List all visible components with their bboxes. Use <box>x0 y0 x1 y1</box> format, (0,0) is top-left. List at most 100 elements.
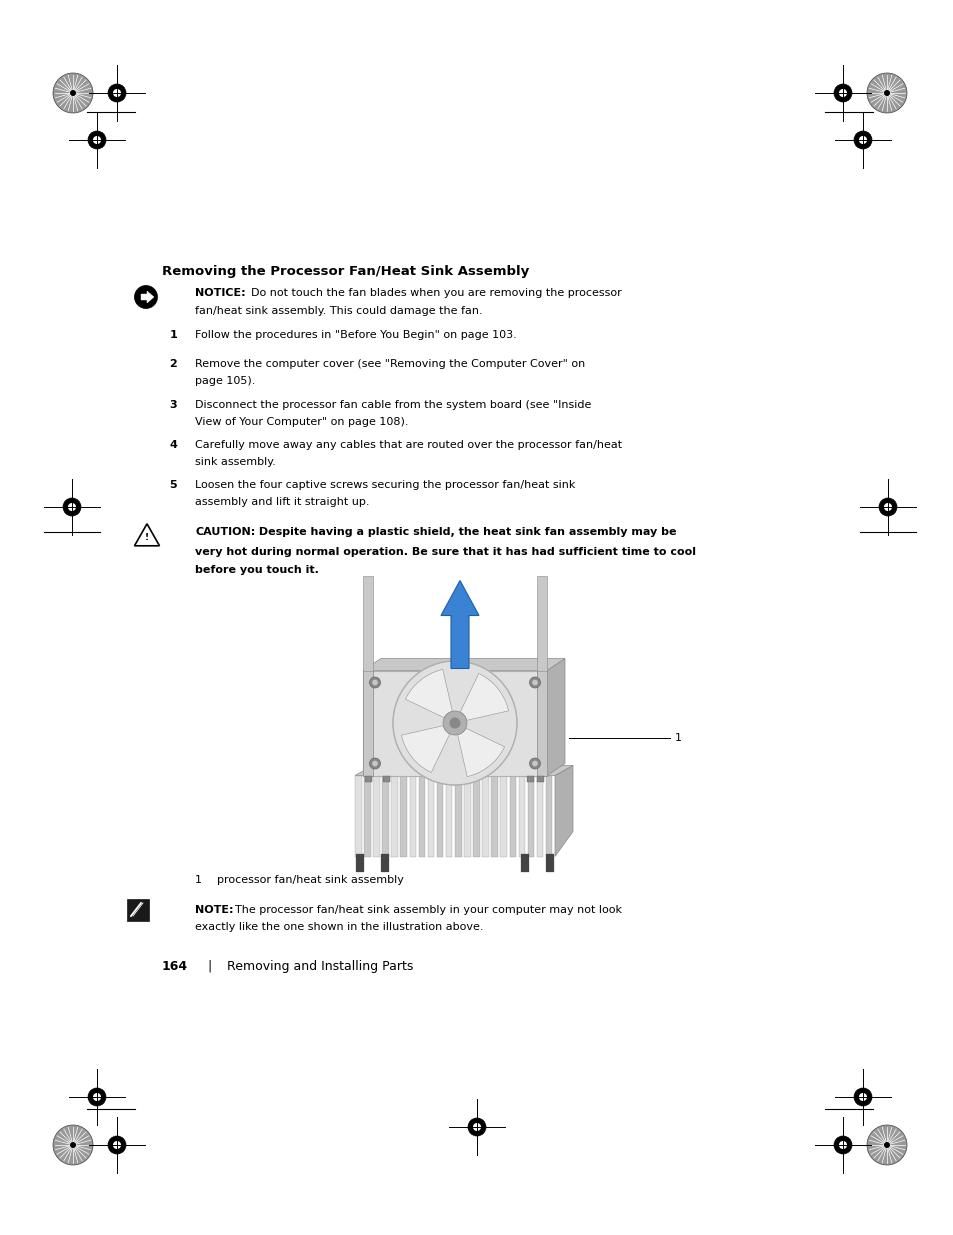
Bar <box>526 776 534 782</box>
Text: sink assembly.: sink assembly. <box>194 457 275 467</box>
Circle shape <box>112 1141 121 1149</box>
Text: Carefully move away any cables that are routed over the processor fan/heat: Carefully move away any cables that are … <box>194 440 621 450</box>
Bar <box>537 776 543 857</box>
Circle shape <box>883 503 891 511</box>
Circle shape <box>858 136 866 144</box>
Bar <box>363 671 546 776</box>
Circle shape <box>393 661 517 785</box>
Text: Follow the procedures in "Before You Begin" on page 103.: Follow the procedures in "Before You Beg… <box>194 330 517 340</box>
Circle shape <box>53 73 92 112</box>
Circle shape <box>369 758 380 769</box>
Bar <box>365 776 372 782</box>
Bar <box>364 776 371 857</box>
Circle shape <box>53 1125 92 1165</box>
Circle shape <box>70 90 76 96</box>
Text: assembly and lift it straight up.: assembly and lift it straight up. <box>194 496 369 508</box>
Polygon shape <box>459 673 508 720</box>
Circle shape <box>833 1136 851 1153</box>
Bar <box>409 776 416 857</box>
Circle shape <box>108 1136 126 1153</box>
Text: Disconnect the processor fan cable from the system board (see "Inside: Disconnect the processor fan cable from … <box>194 400 591 410</box>
Bar <box>382 776 389 857</box>
Bar <box>491 776 497 857</box>
Bar <box>427 776 434 857</box>
Bar <box>373 776 379 857</box>
Text: View of Your Computer" on page 108).: View of Your Computer" on page 108). <box>194 417 408 427</box>
Bar <box>537 671 546 776</box>
Bar <box>520 853 529 872</box>
Polygon shape <box>363 658 564 671</box>
Circle shape <box>468 1118 485 1136</box>
Text: 5: 5 <box>170 480 177 490</box>
Circle shape <box>134 285 157 309</box>
Circle shape <box>883 90 889 96</box>
Circle shape <box>473 1123 480 1131</box>
Bar <box>400 776 407 857</box>
Bar <box>527 776 534 857</box>
Circle shape <box>883 1142 889 1149</box>
Text: very hot during normal operation. Be sure that it has had sufficient time to coo: very hot during normal operation. Be sur… <box>194 547 696 557</box>
Text: !: ! <box>145 534 149 542</box>
Text: 2: 2 <box>169 359 177 369</box>
Text: 4: 4 <box>169 440 177 450</box>
Text: fan/heat sink assembly. This could damage the fan.: fan/heat sink assembly. This could damag… <box>194 306 482 316</box>
Bar <box>363 671 373 776</box>
Text: Loosen the four captive screws securing the processor fan/heat sink: Loosen the four captive screws securing … <box>194 480 575 490</box>
Circle shape <box>858 1093 866 1102</box>
Circle shape <box>838 89 846 98</box>
Circle shape <box>442 711 467 735</box>
Circle shape <box>529 758 540 769</box>
Polygon shape <box>141 291 153 303</box>
Text: 1: 1 <box>194 876 202 885</box>
Text: Removing the Processor Fan/Heat Sink Assembly: Removing the Processor Fan/Heat Sink Ass… <box>162 266 529 278</box>
Bar <box>127 899 149 921</box>
Circle shape <box>838 1141 846 1149</box>
Text: Despite having a plastic shield, the heat sink fan assembly may be: Despite having a plastic shield, the hea… <box>254 527 676 537</box>
Circle shape <box>853 1088 871 1107</box>
Text: Remove the computer cover (see "Removing the Computer Cover" on: Remove the computer cover (see "Removing… <box>194 359 584 369</box>
Bar <box>509 776 516 857</box>
Bar <box>463 776 470 857</box>
Bar <box>382 776 390 782</box>
Text: 1: 1 <box>675 734 681 743</box>
Bar <box>537 576 546 680</box>
Bar <box>537 671 546 776</box>
Circle shape <box>866 73 906 112</box>
Polygon shape <box>401 726 449 773</box>
Bar <box>482 776 488 857</box>
Circle shape <box>88 131 106 149</box>
Bar <box>355 853 364 872</box>
Text: NOTE:: NOTE: <box>194 905 233 915</box>
Text: The processor fan/heat sink assembly in your computer may not look: The processor fan/heat sink assembly in … <box>234 905 621 915</box>
Circle shape <box>92 136 101 144</box>
Circle shape <box>532 679 537 685</box>
Text: exactly like the one shown in the illustration above.: exactly like the one shown in the illust… <box>194 923 483 932</box>
Bar <box>391 776 397 857</box>
Text: page 105).: page 105). <box>194 375 255 387</box>
Bar <box>436 776 443 857</box>
Bar <box>445 776 452 857</box>
Bar <box>518 776 525 857</box>
Circle shape <box>866 1125 906 1165</box>
Circle shape <box>532 761 537 766</box>
Circle shape <box>92 1093 101 1102</box>
Polygon shape <box>355 766 573 776</box>
Circle shape <box>68 503 76 511</box>
Bar <box>363 576 373 680</box>
Polygon shape <box>457 729 504 777</box>
Circle shape <box>833 84 851 103</box>
Circle shape <box>108 84 126 103</box>
Bar <box>380 853 389 872</box>
Bar <box>455 776 461 857</box>
Circle shape <box>853 131 871 149</box>
Bar <box>545 776 552 857</box>
Text: Do not touch the fan blades when you are removing the processor: Do not touch the fan blades when you are… <box>251 288 621 298</box>
Bar <box>355 776 361 857</box>
Text: |: | <box>207 960 211 973</box>
Circle shape <box>112 89 121 98</box>
Polygon shape <box>555 766 573 857</box>
Text: NOTICE:: NOTICE: <box>194 288 245 298</box>
Text: 1: 1 <box>169 330 177 340</box>
Circle shape <box>372 679 377 685</box>
Polygon shape <box>440 580 478 668</box>
